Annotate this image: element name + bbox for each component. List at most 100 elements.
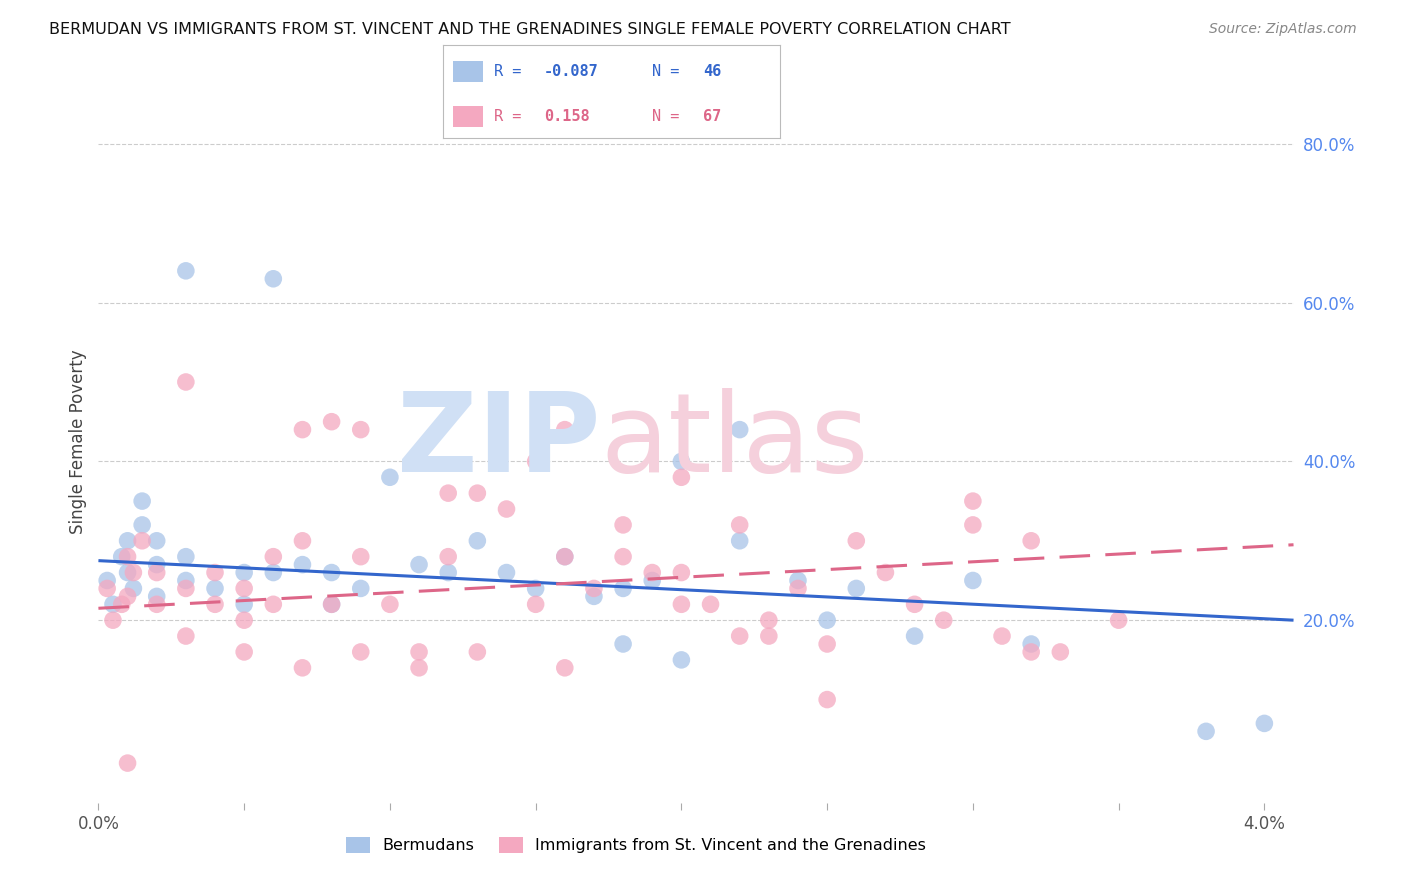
Point: [145, 590, 167, 604]
Point: [582, 590, 605, 604]
Point: [131, 533, 153, 548]
Point: [174, 629, 197, 643]
Point: [111, 549, 134, 564]
Point: [1195, 724, 1218, 739]
Text: N =: N =: [652, 109, 689, 124]
Point: [815, 613, 838, 627]
Point: [524, 454, 547, 468]
Text: R =: R =: [494, 64, 530, 79]
Point: [495, 566, 517, 580]
Point: [350, 582, 373, 596]
Point: [262, 272, 284, 286]
Point: [117, 756, 139, 770]
Point: [145, 597, 167, 611]
Text: 46: 46: [703, 64, 721, 79]
Point: [845, 533, 868, 548]
Point: [262, 566, 284, 580]
Point: [1019, 533, 1042, 548]
Point: [321, 415, 343, 429]
Point: [321, 597, 343, 611]
Point: [467, 645, 489, 659]
Point: [1108, 613, 1130, 627]
Point: [612, 637, 634, 651]
Point: [291, 661, 314, 675]
Point: [321, 566, 343, 580]
Point: [932, 613, 955, 627]
Point: [321, 597, 343, 611]
Point: [408, 558, 430, 572]
Point: [524, 582, 547, 596]
Point: [845, 582, 868, 596]
FancyBboxPatch shape: [453, 62, 484, 82]
Point: [145, 558, 167, 572]
Point: [131, 494, 153, 508]
FancyBboxPatch shape: [453, 106, 484, 127]
Point: [233, 566, 256, 580]
Point: [233, 597, 256, 611]
Point: [378, 470, 401, 484]
Point: [101, 597, 124, 611]
Point: [815, 692, 838, 706]
Point: [962, 517, 984, 532]
Point: [131, 517, 153, 532]
Y-axis label: Single Female Poverty: Single Female Poverty: [69, 350, 87, 533]
Point: [204, 582, 226, 596]
Text: R =: R =: [494, 109, 538, 124]
Point: [554, 661, 576, 675]
Point: [204, 566, 226, 580]
Text: 0.158: 0.158: [544, 109, 589, 124]
Legend: Bermudans, Immigrants from St. Vincent and the Grenadines: Bermudans, Immigrants from St. Vincent a…: [340, 830, 932, 860]
Point: [787, 574, 810, 588]
Point: [495, 502, 517, 516]
Point: [554, 549, 576, 564]
Point: [233, 645, 256, 659]
Point: [291, 533, 314, 548]
Point: [1049, 645, 1071, 659]
Point: [699, 597, 721, 611]
Point: [101, 613, 124, 627]
Point: [728, 629, 751, 643]
Point: [962, 574, 984, 588]
Text: BERMUDAN VS IMMIGRANTS FROM ST. VINCENT AND THE GRENADINES SINGLE FEMALE POVERTY: BERMUDAN VS IMMIGRANTS FROM ST. VINCENT …: [49, 22, 1011, 37]
Point: [437, 549, 460, 564]
Point: [174, 582, 197, 596]
Point: [233, 582, 256, 596]
Point: [671, 454, 693, 468]
Point: [437, 566, 460, 580]
Point: [612, 517, 634, 532]
Point: [467, 533, 489, 548]
Point: [671, 470, 693, 484]
Text: N =: N =: [652, 64, 689, 79]
Point: [875, 566, 897, 580]
Text: atlas: atlas: [600, 388, 869, 495]
Text: Source: ZipAtlas.com: Source: ZipAtlas.com: [1209, 22, 1357, 37]
Point: [145, 533, 167, 548]
Point: [262, 549, 284, 564]
Point: [408, 661, 430, 675]
Point: [582, 582, 605, 596]
Point: [1253, 716, 1275, 731]
Point: [903, 597, 925, 611]
Point: [408, 645, 430, 659]
Point: [378, 597, 401, 611]
Point: [815, 637, 838, 651]
Point: [117, 566, 139, 580]
Point: [350, 423, 373, 437]
Point: [903, 629, 925, 643]
Point: [174, 574, 197, 588]
Point: [758, 629, 780, 643]
Point: [291, 558, 314, 572]
Point: [117, 533, 139, 548]
Point: [122, 566, 145, 580]
Point: [991, 629, 1014, 643]
Text: ZIP: ZIP: [396, 388, 600, 495]
Point: [111, 597, 134, 611]
Point: [174, 264, 197, 278]
Point: [612, 549, 634, 564]
Point: [117, 590, 139, 604]
Point: [671, 597, 693, 611]
Point: [1019, 637, 1042, 651]
Point: [524, 597, 547, 611]
Point: [350, 645, 373, 659]
Point: [554, 423, 576, 437]
